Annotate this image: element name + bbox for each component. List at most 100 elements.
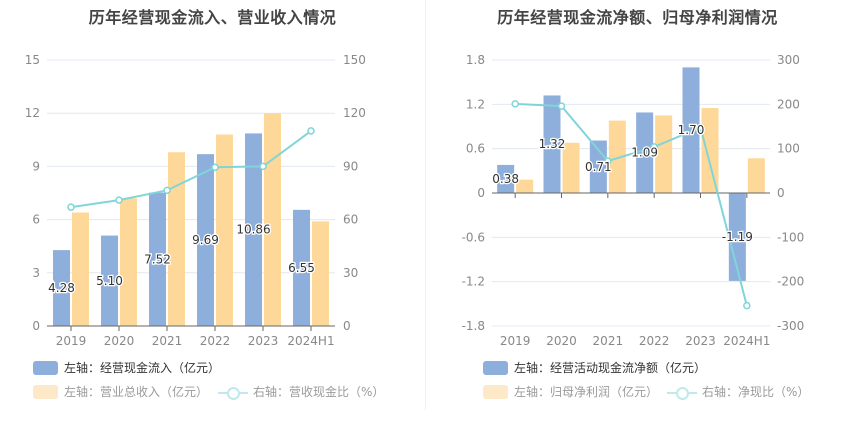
bar-secondary	[72, 212, 89, 326]
legend-item-revenue[interactable]: 左轴：营业总收入（亿元）	[33, 383, 208, 400]
line-point	[163, 186, 171, 195]
y-tick-label-right: 100	[777, 142, 800, 156]
bar-secondary	[747, 158, 765, 193]
bar-data-label: 0.38	[492, 172, 519, 186]
line-point	[696, 123, 705, 132]
bar-primary	[728, 193, 746, 281]
line-series	[70, 130, 312, 209]
y-tick-label-right: 90	[343, 159, 358, 173]
bar-primary	[497, 164, 515, 193]
bar-primary	[53, 250, 70, 326]
bar-data-label: 4.28	[48, 281, 75, 295]
line-point	[115, 196, 123, 204]
y-tick-label-left: 9	[32, 159, 40, 173]
y-tick-label-right: 30	[343, 266, 358, 280]
y-tick-label-left: 0	[477, 186, 485, 200]
y-tick-label-left: 12	[25, 106, 40, 120]
chart-title: 历年经营现金流净额、归母净利润情况	[497, 8, 778, 27]
y-tick-label-right: 120	[343, 106, 366, 120]
x-tick-label: 2023	[685, 334, 716, 345]
y-tick-label-right: -300	[777, 319, 804, 333]
line-point	[307, 127, 315, 135]
y-tick-label-left: 0	[32, 319, 40, 333]
x-tick-label: 2021	[152, 334, 183, 345]
y-tick-label-right: 200	[777, 97, 800, 111]
bar-primary	[636, 112, 654, 193]
bar-data-label: 9.69	[192, 233, 219, 247]
bar-data-label: 6.55	[288, 261, 315, 275]
bar-primary	[682, 67, 700, 193]
y-tick-label-right: 150	[343, 53, 366, 67]
bar-primary	[245, 133, 262, 326]
y-tick-label-left: 1.2	[466, 97, 485, 111]
bar-primary	[101, 235, 118, 326]
y-tick-label-left: -1.2	[462, 275, 485, 289]
y-tick-label-right: -100	[777, 230, 804, 244]
bar-secondary	[312, 221, 329, 326]
legend-item-net-cash-ratio[interactable]: 右轴：净现比（%）	[667, 383, 809, 400]
line-point	[259, 162, 267, 171]
bar-primary	[197, 154, 214, 326]
legend-item-net-cash-flow[interactable]: 左轴：经营活动现金流净额（亿元）	[483, 359, 706, 376]
y-tick-label-left: 0.6	[466, 142, 485, 156]
y-tick-label-right: 60	[343, 213, 358, 227]
line-point	[211, 163, 219, 172]
chart-panel-cash-inflow-revenue: 历年经营现金流入、营业收入情况 0 3 6 9 12 15 0 30 60 90 120 150 201…	[25, 8, 384, 400]
y-tick-label-left: 6	[32, 213, 40, 227]
bar-secondary	[216, 134, 233, 326]
x-tick-label: 2020	[104, 334, 135, 345]
bar-data-label: 7.52	[144, 252, 171, 266]
bar-secondary	[168, 152, 185, 326]
x-tick-label: 2021	[593, 334, 624, 345]
bar-primary	[149, 192, 166, 326]
bar-data-label: 5.10	[96, 274, 123, 288]
chart-title: 历年经营现金流入、营业收入情况	[88, 8, 337, 27]
y-tick-label-left: 1.8	[466, 53, 485, 67]
bar-secondary	[120, 198, 137, 326]
line-point	[604, 157, 612, 165]
line-series	[515, 102, 748, 306]
bar-primary	[293, 209, 310, 326]
bar-primary	[543, 95, 561, 193]
x-tick-label: 2024H1	[287, 334, 334, 345]
y-tick-label-left: 15	[25, 53, 40, 67]
legend-swatch-blue	[33, 360, 58, 375]
bar-data-label: 10.86	[236, 223, 270, 237]
legend-item-ratio[interactable]: 右轴：营收现金比（%）	[218, 383, 384, 400]
x-tick-label: 2022	[200, 334, 231, 345]
line-point	[743, 301, 751, 310]
line-point	[650, 143, 658, 151]
x-tick-label: 2023	[248, 334, 279, 345]
x-tick-label: 2024H1	[723, 334, 770, 345]
line-point	[557, 102, 566, 110]
legend-item-cash-inflow[interactable]: 左轴：经营现金流入（亿元）	[33, 359, 220, 376]
y-tick-label-left: -0.6	[462, 230, 485, 244]
chart-plot: -1.8 -1.2 -0.6 0 0.6 1.2 1.8 -300 -200 -100 0 100 20…	[462, 53, 805, 345]
legend-swatch-blue	[483, 360, 508, 375]
bar-data-label: 0.71	[585, 160, 612, 174]
bar-secondary	[264, 113, 281, 326]
chart-panel-net-cash-flow-profit: 历年经营现金流净额、归母净利润情况 -1.8 -1.2 -0.6 0 0.6 1.2 1.8…	[425, 0, 850, 437]
x-tick-label: 2022	[639, 334, 670, 345]
line-point	[67, 203, 75, 211]
legend-swatch-orange	[483, 384, 508, 399]
bar-data-label: 1.09	[631, 146, 658, 160]
bar-secondary	[562, 142, 580, 193]
bar-data-label: -1.19	[722, 230, 753, 244]
bar-data-label: 1.32	[539, 137, 566, 151]
line-point	[511, 100, 519, 108]
y-tick-label-right: 0	[777, 186, 785, 200]
bar-secondary	[516, 179, 534, 193]
legend-item-net-profit[interactable]: 左轴：归母净利润（亿元）	[483, 383, 658, 400]
y-tick-label-right: -200	[777, 275, 804, 289]
x-tick-label: 2019	[56, 334, 87, 345]
x-tick-label: 2020	[546, 334, 577, 345]
y-tick-label-left: 3	[32, 266, 40, 280]
bar-secondary	[655, 115, 673, 193]
legend-line-marker-icon	[667, 385, 697, 400]
x-tick-label: 2019	[500, 334, 531, 345]
y-tick-label-right: 300	[777, 53, 800, 67]
panel-divider	[425, 0, 426, 410]
bar-secondary	[608, 120, 626, 193]
